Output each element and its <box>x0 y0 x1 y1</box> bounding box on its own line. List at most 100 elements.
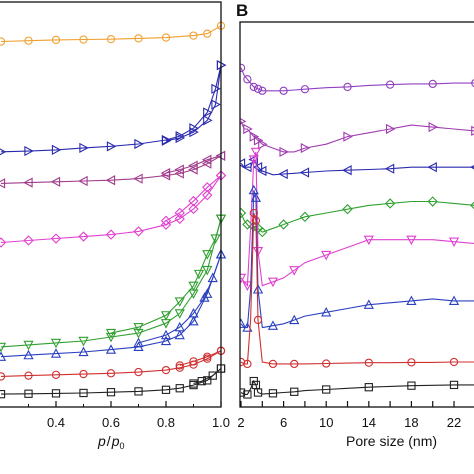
data-point <box>23 340 34 351</box>
data-point <box>248 155 259 165</box>
data-point <box>343 82 352 92</box>
data-point <box>174 329 185 340</box>
data-point <box>161 365 171 375</box>
data-point <box>363 235 374 246</box>
data-point <box>202 182 213 193</box>
data-point <box>175 132 186 144</box>
data-point <box>188 160 198 171</box>
data-point <box>0 37 6 46</box>
data-point <box>203 107 213 118</box>
data-point <box>258 139 268 150</box>
data-point <box>51 35 61 45</box>
data-point <box>428 121 439 133</box>
data-point <box>242 281 253 291</box>
data-point <box>105 175 116 186</box>
adsorption-branch-line <box>0 175 222 244</box>
data-point <box>199 292 210 302</box>
data-point <box>160 311 172 321</box>
data-point <box>249 208 258 218</box>
data-point <box>207 272 218 283</box>
data-point <box>105 229 117 240</box>
data-point <box>268 359 278 369</box>
data-point <box>189 357 198 366</box>
data-point <box>202 288 213 298</box>
psd-series-3 <box>240 154 474 180</box>
data-point <box>385 80 395 89</box>
data-point <box>174 213 185 224</box>
data-point <box>160 329 172 340</box>
data-point <box>0 178 6 189</box>
data-point <box>133 226 144 237</box>
psd-series-2 <box>240 117 474 158</box>
psd-line <box>240 67 474 92</box>
data-point <box>211 83 221 94</box>
adsorption-branch-line <box>0 25 222 43</box>
adsorption-branch-line <box>0 218 222 348</box>
data-point <box>300 85 310 94</box>
isotherm-series-2 <box>0 60 227 157</box>
data-point <box>203 29 212 38</box>
data-point <box>133 323 144 333</box>
data-point <box>0 372 6 381</box>
data-point <box>50 338 62 349</box>
data-point <box>160 219 172 230</box>
data-point <box>428 79 437 89</box>
data-point <box>133 173 143 184</box>
data-point <box>250 192 262 202</box>
data-point <box>240 207 247 219</box>
isotherm-series-6 <box>0 248 227 361</box>
data-point <box>24 145 34 157</box>
data-point <box>174 309 185 319</box>
data-point <box>134 387 143 396</box>
data-point <box>161 33 171 42</box>
data-point <box>471 79 474 88</box>
data-point <box>23 349 34 360</box>
data-point <box>134 367 143 377</box>
data-point <box>449 357 459 367</box>
data-point <box>78 346 89 357</box>
x-tick-label: 0.8 <box>157 415 175 430</box>
x-tick-label: 0.4 <box>47 415 65 430</box>
data-point <box>253 315 263 325</box>
data-point <box>322 385 331 394</box>
x-tick-label: 0.6 <box>102 415 120 430</box>
data-point <box>364 383 373 392</box>
data-point <box>174 164 184 175</box>
panel-b-letter: B <box>236 1 248 20</box>
data-point <box>24 371 33 380</box>
data-point <box>289 266 300 276</box>
data-point <box>188 281 199 292</box>
data-point <box>342 165 352 176</box>
data-point <box>248 184 259 195</box>
data-point <box>321 306 332 317</box>
data-point <box>105 328 117 339</box>
data-point <box>406 295 417 306</box>
data-point <box>384 163 395 174</box>
isotherm-series-5 <box>0 214 227 353</box>
data-point <box>160 335 172 346</box>
data-point <box>250 147 262 158</box>
data-point <box>289 314 300 325</box>
data-point <box>188 203 199 215</box>
data-point <box>78 336 89 347</box>
data-point <box>342 204 353 215</box>
data-point <box>363 299 374 309</box>
data-point <box>299 211 311 222</box>
data-point <box>0 351 7 361</box>
data-point <box>240 63 246 72</box>
data-point <box>197 376 206 386</box>
data-point <box>50 348 62 358</box>
data-point <box>407 358 416 367</box>
data-point <box>175 361 184 370</box>
data-point <box>106 141 117 152</box>
data-point <box>267 320 279 330</box>
psd-series-1 <box>240 63 474 95</box>
data-point <box>407 381 416 390</box>
data-point <box>267 277 279 288</box>
panel-a-frame <box>0 1 222 408</box>
data-point <box>193 269 205 280</box>
data-point <box>189 379 198 388</box>
data-point <box>279 146 289 158</box>
desorption-branch-line <box>165 175 222 222</box>
